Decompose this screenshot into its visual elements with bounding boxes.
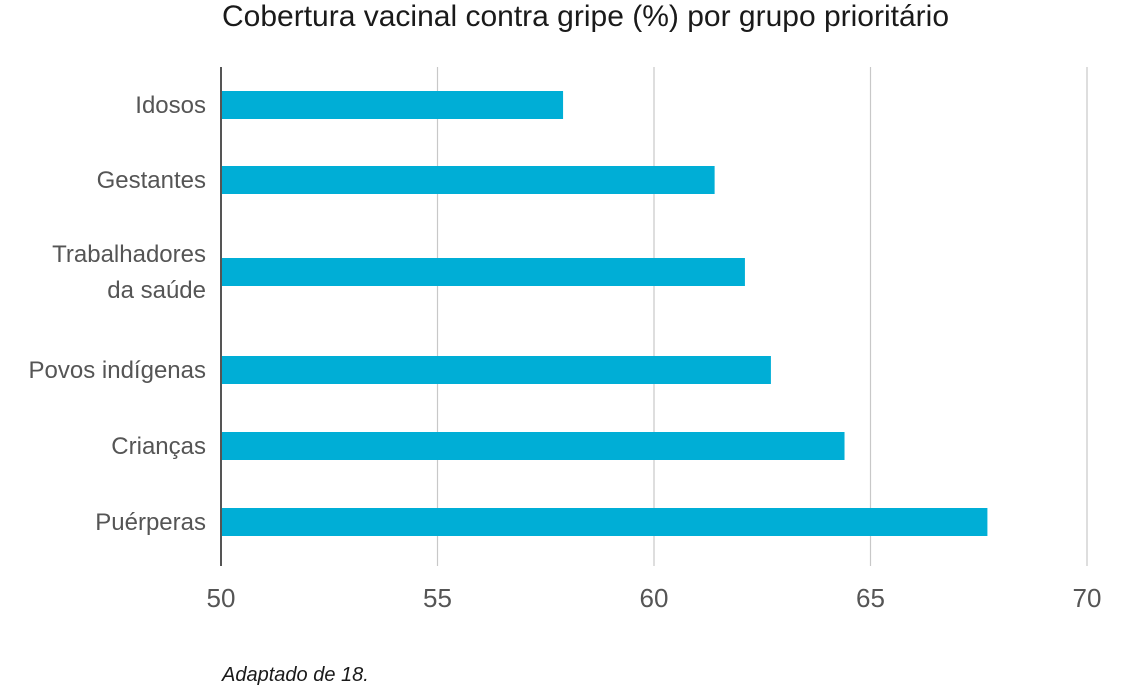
bars <box>221 91 988 536</box>
category-label: da saúde <box>107 277 206 304</box>
category-label: Povos indígenas <box>29 357 206 384</box>
x-tick-label-50: 50 <box>207 583 236 613</box>
source-note: Adaptado de 18. <box>222 664 369 686</box>
x-tick-labels: 50 55 60 65 70 <box>207 583 1102 613</box>
x-tick-label-55: 55 <box>423 583 452 613</box>
chart-title: Cobertura vacinal contra gripe (%) por g… <box>222 0 950 33</box>
bar-3 <box>221 356 771 384</box>
bar-2 <box>221 258 745 286</box>
bar-5 <box>221 508 988 536</box>
bar-1 <box>221 166 715 194</box>
category-label: Gestantes <box>97 167 206 194</box>
gridlines <box>436 67 1088 566</box>
x-tick-label-65: 65 <box>856 583 885 613</box>
x-tick-label-70: 70 <box>1073 583 1102 613</box>
x-tick-label-60: 60 <box>640 583 669 613</box>
category-label: Idosos <box>135 92 206 119</box>
category-label: Puérperas <box>95 509 206 536</box>
category-labels: Idosos Gestantes Trabalhadores da saúde Povo… <box>29 92 206 536</box>
bar-4 <box>221 432 845 460</box>
bar-0 <box>221 91 564 119</box>
category-label: Crianças <box>111 433 206 460</box>
category-label: Trabalhadores <box>52 241 206 268</box>
